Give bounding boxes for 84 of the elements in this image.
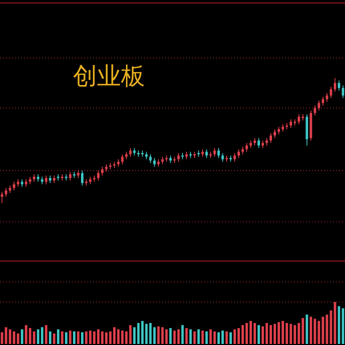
bar bbox=[32, 331, 36, 344]
candlestick bbox=[298, 114, 300, 125]
bar bbox=[282, 320, 284, 344]
bar bbox=[242, 325, 244, 344]
bar bbox=[129, 325, 132, 344]
bar bbox=[97, 329, 100, 344]
bar bbox=[137, 323, 140, 344]
candlestick bbox=[314, 105, 316, 116]
bar bbox=[278, 322, 280, 344]
bar bbox=[314, 318, 316, 344]
bar bbox=[109, 331, 112, 344]
candlestick bbox=[270, 132, 272, 144]
bar bbox=[322, 316, 324, 344]
bar bbox=[193, 331, 196, 344]
candlestick bbox=[306, 114, 308, 146]
bar bbox=[69, 330, 72, 344]
bar bbox=[89, 330, 92, 344]
bar bbox=[24, 325, 28, 344]
bar bbox=[225, 331, 228, 344]
candlestick bbox=[258, 138, 260, 148]
bar bbox=[246, 323, 248, 344]
bar bbox=[93, 331, 96, 344]
bar bbox=[274, 324, 276, 344]
candlestick bbox=[197, 150, 200, 158]
candlestick bbox=[141, 150, 144, 158]
bar bbox=[16, 334, 20, 344]
bar bbox=[52, 334, 56, 344]
bar bbox=[189, 329, 192, 344]
bar bbox=[306, 314, 308, 344]
bar bbox=[36, 329, 40, 344]
bar bbox=[197, 329, 200, 344]
bar bbox=[326, 314, 328, 344]
bar bbox=[233, 329, 236, 344]
chart-title: 创业板 bbox=[73, 62, 145, 90]
bar bbox=[286, 323, 288, 344]
candlestick bbox=[137, 150, 140, 158]
bar bbox=[250, 320, 252, 344]
candlestick bbox=[81, 170, 84, 186]
bar bbox=[141, 320, 144, 344]
bar bbox=[77, 331, 80, 344]
bar bbox=[113, 327, 116, 344]
candlestick bbox=[181, 152, 184, 160]
candlestick bbox=[318, 100, 320, 111]
bar bbox=[101, 331, 104, 344]
bar bbox=[258, 325, 260, 344]
bar bbox=[105, 332, 108, 344]
bar bbox=[44, 325, 48, 344]
bar bbox=[28, 328, 32, 344]
bar bbox=[153, 327, 156, 344]
bar bbox=[201, 330, 204, 344]
bar bbox=[310, 316, 312, 344]
candlestick bbox=[217, 148, 220, 158]
bar bbox=[262, 326, 264, 344]
bar bbox=[302, 318, 304, 344]
bar bbox=[229, 332, 232, 344]
bar bbox=[48, 331, 52, 344]
bar bbox=[217, 332, 220, 344]
bar bbox=[60, 331, 64, 344]
bar bbox=[209, 329, 212, 344]
bar bbox=[318, 320, 320, 344]
bar bbox=[121, 330, 124, 344]
bar bbox=[85, 331, 88, 344]
bar bbox=[20, 329, 24, 344]
bar bbox=[149, 323, 152, 344]
bar bbox=[117, 329, 120, 344]
bar bbox=[294, 325, 296, 344]
bar bbox=[133, 327, 136, 344]
bar bbox=[221, 330, 224, 344]
candlestick bbox=[97, 170, 100, 181]
bar bbox=[213, 331, 216, 344]
bar bbox=[266, 323, 268, 344]
bar bbox=[145, 324, 148, 344]
bar bbox=[270, 325, 272, 344]
bar bbox=[56, 329, 60, 344]
bar bbox=[254, 323, 256, 344]
candlestick bbox=[121, 154, 124, 165]
bar bbox=[81, 332, 84, 344]
bar bbox=[237, 328, 240, 344]
bar bbox=[290, 324, 292, 344]
bar bbox=[64, 332, 68, 344]
candlestick bbox=[165, 155, 168, 162]
bar bbox=[205, 331, 208, 344]
bar bbox=[40, 327, 44, 344]
bar bbox=[73, 331, 76, 344]
